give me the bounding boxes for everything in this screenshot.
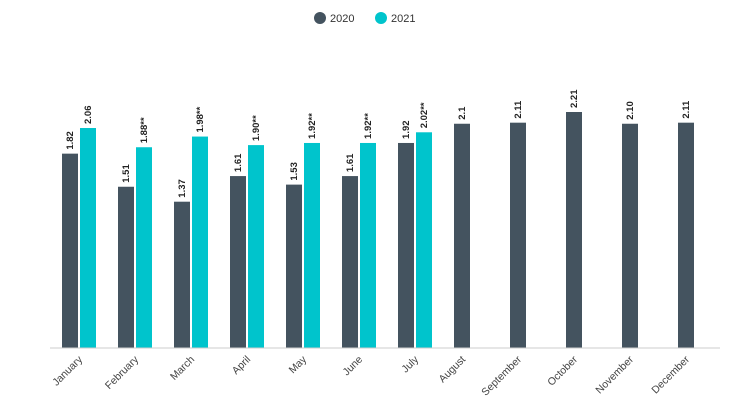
x-tick-label-february: February	[103, 353, 142, 392]
value-label-2020-may: 1.53	[289, 162, 300, 181]
x-tick-label-july: July	[399, 353, 421, 375]
value-label-2020-december: 2.11	[681, 100, 692, 119]
x-tick-label-june: June	[341, 354, 366, 379]
value-label-2021-march: 1.98**	[195, 106, 206, 132]
x-tick-label-may: May	[287, 353, 310, 376]
bar-2020-november	[622, 123, 638, 348]
bar-2021-april	[248, 145, 264, 348]
bar-2021-january	[80, 128, 96, 348]
x-tick-label-april: April	[230, 354, 253, 377]
bar-2020-february	[118, 186, 134, 348]
bar-2020-january	[62, 153, 78, 348]
value-label-2020-june: 1.61	[345, 153, 356, 172]
bar-2020-october	[566, 112, 582, 348]
legend-2021-label: 2021	[391, 13, 415, 25]
value-label-2020-september: 2.11	[513, 100, 524, 119]
value-label-2020-april: 1.61	[233, 153, 244, 172]
value-label-2020-march: 1.37	[177, 179, 188, 198]
bar-2020-december	[678, 122, 694, 348]
value-label-2021-january: 2.06	[83, 106, 94, 125]
x-tick-label-september: September	[479, 353, 524, 398]
value-label-2021-february: 1.88**	[139, 117, 150, 143]
value-label-2020-october: 2.21	[569, 89, 580, 108]
value-label-2020-august: 2.1	[457, 106, 468, 120]
bar-2020-july	[398, 142, 414, 348]
bar-2020-september	[510, 122, 526, 348]
x-tick-label-march: March	[168, 354, 197, 383]
value-label-2021-may: 1.92**	[307, 113, 318, 139]
bar-2020-april	[230, 176, 246, 348]
value-label-2021-june: 1.92**	[363, 113, 374, 139]
value-label-2020-january: 1.82	[65, 131, 76, 150]
bar-2021-february	[136, 147, 152, 348]
bar-2021-june	[360, 142, 376, 348]
x-tick-label-january: January	[50, 353, 85, 388]
bar-2021-may	[304, 142, 320, 348]
bar-2021-july	[416, 132, 432, 348]
legend-2021-swatch	[375, 12, 387, 24]
bar-2020-may	[286, 184, 302, 348]
bar-2020-august	[454, 123, 470, 348]
x-tick-label-october: October	[545, 353, 580, 388]
bar-2021-march	[192, 136, 208, 348]
value-label-2020-july: 1.92	[401, 120, 412, 139]
bars-group	[62, 112, 694, 348]
legend: 2020 2021	[314, 12, 415, 25]
x-tick-label-december: December	[649, 353, 692, 396]
value-label-2021-july: 2.02**	[419, 102, 430, 128]
x-tick-labels-group: January February March April May June July Augu…	[50, 353, 692, 398]
value-label-2020-november: 2.10	[625, 101, 636, 120]
value-label-2020-february: 1.51	[121, 164, 132, 183]
x-tick-label-august: August	[437, 354, 469, 386]
legend-2020-label: 2020	[330, 13, 354, 25]
legend-2020-swatch	[314, 12, 326, 24]
value-label-2021-april: 1.90**	[251, 115, 262, 141]
bar-2020-june	[342, 176, 358, 348]
value-labels-group: 1.82 2.06 1.51 1.88** 1.37 1.98** 1.61 1.90** 1.…	[65, 89, 692, 198]
x-tick-label-november: November	[593, 353, 636, 396]
bar-2020-march	[174, 201, 190, 348]
